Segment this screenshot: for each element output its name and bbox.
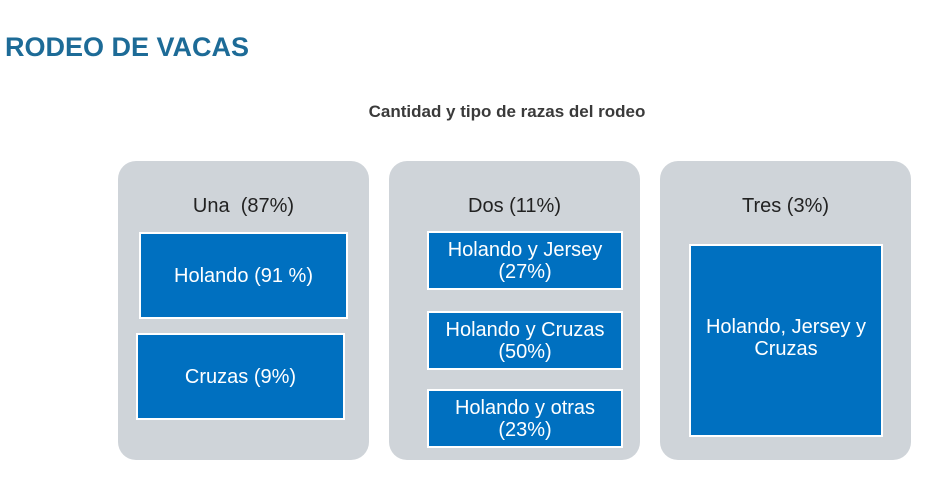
group-label: Una (87%): [192, 195, 295, 217]
item-box: Holando (91 %): [139, 232, 348, 319]
subtitle: Cantidad y tipo de razas del rodeo: [368, 102, 646, 121]
group-panel: Tres (3%) Holando, Jersey y Cruzas: [660, 161, 911, 460]
item-box: Holando y otras (23%): [427, 389, 623, 448]
group-panel: Dos (11%) Holando y Jersey (27%) Holando…: [389, 161, 640, 460]
item-box: Cruzas (9%): [136, 333, 345, 420]
group-label: Tres (3%): [741, 195, 830, 217]
title: RODEO DE VACAS: [5, 32, 250, 62]
item-box: Holando, Jersey y Cruzas: [689, 244, 883, 437]
item-box: Holando y Jersey (27%): [427, 231, 623, 290]
item-box: Holando y Cruzas (50%): [427, 311, 623, 370]
group-panel: Una (87%) Holando (91 %) Cruzas (9%): [118, 161, 369, 460]
group-label: Dos (11%): [468, 195, 561, 217]
